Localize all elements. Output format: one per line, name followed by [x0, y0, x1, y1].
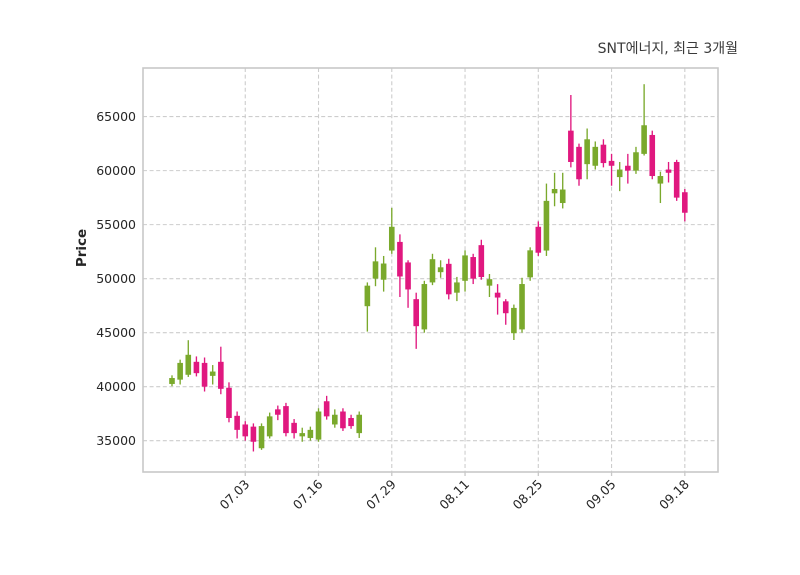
- candle-body-up: [209, 371, 216, 376]
- candle-body-down: [494, 292, 501, 298]
- x-tick-label: 09.05: [583, 477, 619, 513]
- candle-body-up: [421, 284, 428, 330]
- candle-body-up: [511, 307, 517, 334]
- candle-body-down: [445, 263, 452, 295]
- candle-body-down: [682, 192, 688, 213]
- x-tick-label: 07.03: [216, 477, 252, 513]
- candle-body-up: [258, 426, 265, 449]
- candle-body-down: [535, 226, 542, 253]
- candle-body-down: [608, 160, 615, 166]
- candle-body-up: [437, 267, 444, 273]
- candle-body-down: [478, 245, 485, 278]
- candle-body-down: [600, 144, 607, 164]
- candle-body-down: [413, 299, 419, 327]
- candle-body-up: [169, 378, 175, 384]
- candle-body-up: [307, 429, 314, 438]
- y-tick-label: 45000: [96, 325, 136, 340]
- candle-body-down: [665, 169, 672, 173]
- candle-body-down: [201, 362, 208, 387]
- candle-body-down: [649, 134, 656, 177]
- x-tick-label: 08.25: [510, 477, 546, 513]
- candle-body-down: [348, 417, 354, 427]
- candle-body-down: [502, 301, 509, 314]
- candle-body-up: [519, 284, 525, 330]
- candle-body-up: [315, 411, 322, 440]
- candle-body-up: [559, 189, 566, 204]
- candle-body-up: [332, 414, 338, 425]
- candle-body-down: [625, 165, 631, 171]
- candle-body-up: [616, 169, 623, 178]
- candle-body-down: [193, 361, 200, 374]
- candle-body-up: [454, 282, 460, 293]
- y-tick-label: 35000: [96, 433, 136, 448]
- plot-border: [142, 67, 719, 473]
- candle-body-up: [299, 433, 306, 437]
- candle-body-up: [592, 146, 599, 166]
- candle-body-up: [584, 139, 590, 165]
- candle-body-down: [470, 257, 476, 279]
- y-tick-label: 60000: [96, 163, 136, 178]
- candle-body-up: [527, 250, 533, 278]
- y-tick-label: 50000: [96, 271, 136, 286]
- candle-body-down: [242, 424, 249, 437]
- y-tick-label: 65000: [96, 109, 136, 124]
- y-tick-label: 40000: [96, 379, 136, 394]
- candle-body-down: [291, 422, 297, 434]
- candle-body-up: [551, 188, 558, 194]
- chart-title: SNT에너지, 최근 3개월: [597, 41, 738, 57]
- candle-body-up: [177, 362, 183, 380]
- candle-body-down: [218, 361, 224, 389]
- candle-body-down: [397, 241, 403, 277]
- candle-body-down: [576, 146, 582, 180]
- candle-body-up: [372, 261, 379, 279]
- candle-body-up: [633, 152, 639, 171]
- candle-body-up: [364, 285, 371, 307]
- candle-body-down: [234, 415, 240, 430]
- candle-body-down: [323, 401, 330, 417]
- x-tick-label: 07.29: [363, 476, 399, 512]
- candle-body-up: [266, 416, 273, 437]
- candle-body-up: [185, 354, 192, 375]
- candle-body-up: [388, 226, 395, 251]
- candle-body-up: [543, 200, 550, 251]
- candle-body-up: [657, 176, 664, 184]
- candle-body-down: [250, 426, 257, 442]
- x-tick-label: 09.18: [656, 476, 692, 512]
- candle-body-down: [275, 409, 281, 415]
- candle-body-up: [429, 259, 436, 283]
- candle-body-down: [283, 406, 289, 434]
- x-tick-label: 07.16: [290, 476, 326, 512]
- candle-body-down: [405, 262, 411, 290]
- y-axis-title: Price: [74, 228, 90, 268]
- candle-body-up: [380, 263, 387, 280]
- candle-body-down: [673, 161, 680, 198]
- candle-body-down: [226, 387, 232, 418]
- candle-body-up: [356, 414, 363, 434]
- candle-body-up: [486, 279, 493, 286]
- y-tick-label: 55000: [96, 217, 136, 232]
- candle-body-down: [340, 411, 346, 429]
- candle-body-down: [568, 130, 574, 162]
- candle-body-up: [462, 255, 468, 281]
- candle-body-up: [641, 125, 647, 154]
- x-tick-label: 08.11: [436, 477, 472, 513]
